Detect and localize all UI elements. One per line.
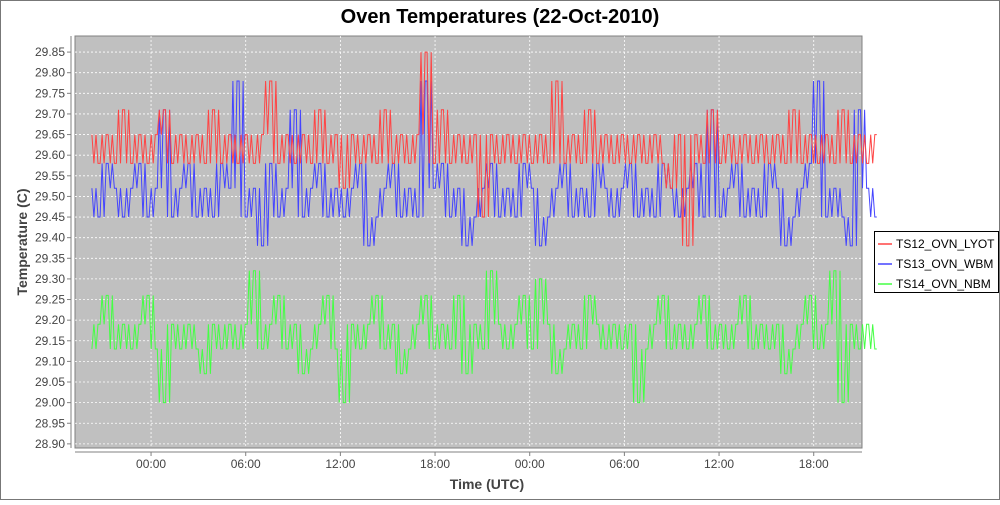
x-tick-label: 18:00 [799,457,829,471]
series-line-ts14_ovn_nbm [91,270,877,404]
chart-title: Oven Temperatures (22-Oct-2010) [341,6,660,28]
y-tick-label: 29.45 [35,210,65,224]
legend: TS12_OVN_LYOT TS13_OVN_WBM TS14_OVN_NBM [874,231,999,293]
x-axis: 00:00 06:00 12:00 18:00 00:00 06:00 12:00 18:00 [75,451,862,471]
y-tick-label: 29.30 [35,272,65,286]
y-tick-label: 29.20 [35,313,65,327]
y-tick-label: 29.80 [35,66,65,80]
x-tick-label: 12:00 [704,457,734,471]
y-tick-label: 29.55 [35,169,65,183]
y-tick-label: 28.90 [35,437,65,451]
y-axis: 28.90 28.95 29.00 29.05 29.10 29.15 29.20 29.25… [35,36,72,451]
series-line-ts12_ovn_lyot [91,51,877,247]
y-tick-label: 29.00 [35,396,65,410]
legend-box [874,231,999,293]
legend-label: TS12_OVN_LYOT [896,237,995,251]
y-tick-label: 29.35 [35,251,65,265]
series-lines [91,51,877,404]
y-tick-label: 29.85 [35,45,65,59]
x-axis-label: Time (UTC) [450,476,524,492]
y-tick-label: 29.25 [35,293,65,307]
y-axis-label: Temperature (C) [14,188,30,295]
y-tick-label: 29.10 [35,354,65,368]
y-tick-label: 28.95 [35,416,65,430]
x-tick-label: 06:00 [231,457,261,471]
x-tick-label: 00:00 [136,457,166,471]
legend-label: TS13_OVN_WBM [896,257,993,271]
y-tick-label: 29.15 [35,334,65,348]
x-tick-label: 06:00 [609,457,639,471]
legend-label: TS14_OVN_NBM [896,277,991,291]
y-tick-label: 29.40 [35,231,65,245]
y-tick-label: 29.65 [35,128,65,142]
y-tick-label: 29.75 [35,86,65,100]
x-tick-label: 18:00 [420,457,450,471]
y-tick-label: 29.50 [35,189,65,203]
x-tick-label: 12:00 [325,457,355,471]
x-tick-label: 00:00 [515,457,545,471]
y-tick-label: 29.60 [35,148,65,162]
y-tick-label: 29.70 [35,107,65,121]
y-tick-label: 29.05 [35,375,65,389]
